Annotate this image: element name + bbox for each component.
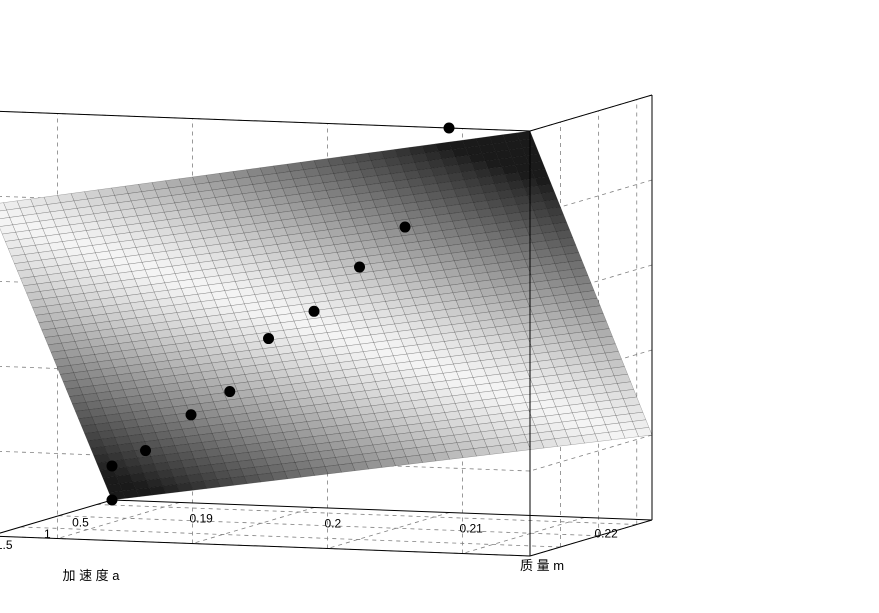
x-axis-label: 加 速 度 a <box>62 568 120 583</box>
x-tick-label: 0.5 <box>72 516 89 530</box>
surface-3d-chart: 00.10.20.30.40.50.511.50.190.20.210.22合力… <box>0 0 879 613</box>
x-tick-label: 1 <box>44 527 51 541</box>
y-tick-label: 0.21 <box>460 522 484 536</box>
x-tick-label: 1.5 <box>0 538 13 552</box>
y-axis-label: 质 量 m <box>520 558 564 573</box>
y-tick-label: 0.22 <box>595 527 619 541</box>
surface <box>0 131 652 500</box>
y-tick-label: 0.2 <box>325 517 342 531</box>
y-tick-label: 0.19 <box>190 512 214 526</box>
